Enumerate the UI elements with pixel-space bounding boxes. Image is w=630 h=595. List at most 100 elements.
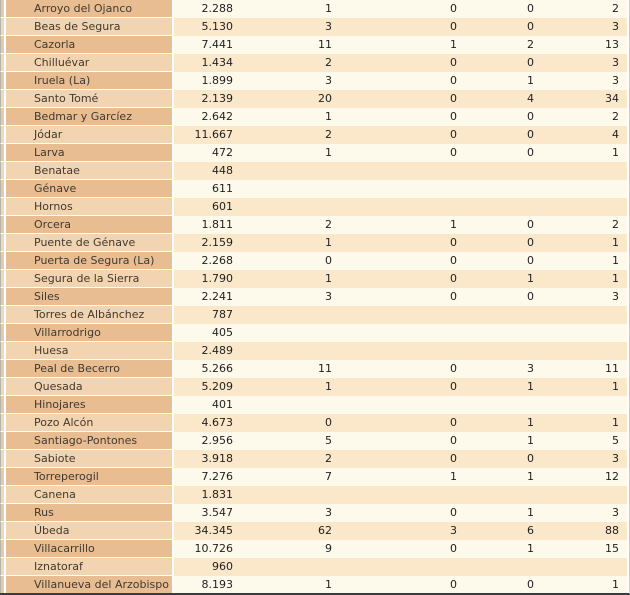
- municipality-name-cell: Villarrodrigo: [6, 324, 174, 342]
- value-cell: 1: [542, 144, 627, 162]
- value-cell: 7.276: [174, 468, 241, 486]
- value-cell: 2.139: [174, 90, 241, 108]
- row-left-gutter: [0, 306, 6, 324]
- table-row: Arroyo del Ojanco 2.288 1 0 0 2: [0, 0, 629, 18]
- value-cell: 3: [340, 522, 465, 540]
- value-cell: 13: [542, 36, 627, 54]
- row-left-gutter: [0, 324, 6, 342]
- row-left-gutter: [0, 162, 6, 180]
- value-cell: 0: [465, 252, 542, 270]
- value-cell: [542, 486, 627, 504]
- value-cell: [241, 558, 340, 576]
- row-left-gutter: [0, 108, 6, 126]
- value-cell: 2: [465, 36, 542, 54]
- table-row: Santiago-Pontones 2.956 5 0 1 5: [0, 432, 629, 450]
- municipality-name-cell: Canena: [6, 486, 174, 504]
- row-left-gutter: [0, 342, 6, 360]
- municipality-name-cell: Rus: [6, 504, 174, 522]
- value-cell: 0: [465, 288, 542, 306]
- table-row: Torres de Albánchez 787: [0, 306, 629, 324]
- value-cell: [241, 396, 340, 414]
- table-row: Jódar 11.667 2 0 0 4: [0, 126, 629, 144]
- row-left-gutter: [0, 0, 6, 18]
- table-row: Huesa 2.489: [0, 342, 629, 360]
- value-cell: 11.667: [174, 126, 241, 144]
- table-row: Chilluévar 1.434 2 0 0 3: [0, 54, 629, 72]
- value-cell: [465, 558, 542, 576]
- value-cell: 0: [340, 432, 465, 450]
- municipality-name-cell: Beas de Segura: [6, 18, 174, 36]
- value-cell: [542, 306, 627, 324]
- value-cell: 3: [241, 288, 340, 306]
- value-cell: 1: [465, 270, 542, 288]
- value-cell: 5.266: [174, 360, 241, 378]
- municipality-name-cell: Huesa: [6, 342, 174, 360]
- value-cell: [542, 558, 627, 576]
- row-left-gutter: [0, 252, 6, 270]
- value-cell: 1: [241, 108, 340, 126]
- value-cell: 0: [340, 360, 465, 378]
- value-cell: 3: [542, 450, 627, 468]
- value-cell: 611: [174, 180, 241, 198]
- value-cell: 11: [542, 360, 627, 378]
- value-cell: 6: [465, 522, 542, 540]
- value-cell: 960: [174, 558, 241, 576]
- value-cell: [465, 180, 542, 198]
- value-cell: 3.547: [174, 504, 241, 522]
- table-row: Puente de Génave 2.159 1 0 0 1: [0, 234, 629, 252]
- row-left-gutter: [0, 90, 6, 108]
- value-cell: 15: [542, 540, 627, 558]
- value-cell: 11: [241, 360, 340, 378]
- value-cell: 3: [542, 72, 627, 90]
- value-cell: 10.726: [174, 540, 241, 558]
- table-row: Quesada 5.209 1 0 1 1: [0, 378, 629, 396]
- value-cell: 1: [241, 234, 340, 252]
- value-cell: 1: [542, 270, 627, 288]
- table-row: Torreperogil 7.276 7 1 1 12: [0, 468, 629, 486]
- row-left-gutter: [0, 576, 6, 593]
- table-row: Iruela (La) 1.899 3 0 1 3: [0, 72, 629, 90]
- value-cell: 1: [465, 414, 542, 432]
- table-row: Siles 2.241 3 0 0 3: [0, 288, 629, 306]
- value-cell: 0: [465, 450, 542, 468]
- row-left-gutter: [0, 126, 6, 144]
- value-cell: 2.956: [174, 432, 241, 450]
- table-row: Bedmar y Garcíez 2.642 1 0 0 2: [0, 108, 629, 126]
- municipality-name-cell: Pozo Alcón: [6, 414, 174, 432]
- row-left-gutter: [0, 558, 6, 576]
- municipality-name-cell: Siles: [6, 288, 174, 306]
- table-row: Hornos 601: [0, 198, 629, 216]
- municipality-name-cell: Iznatoraf: [6, 558, 174, 576]
- value-cell: 3: [241, 72, 340, 90]
- municipality-name-cell: Santo Tomé: [6, 90, 174, 108]
- table-row: Génave 611: [0, 180, 629, 198]
- municipality-name-cell: Úbeda: [6, 522, 174, 540]
- value-cell: 7.441: [174, 36, 241, 54]
- value-cell: [340, 558, 465, 576]
- municipality-name-cell: Chilluévar: [6, 54, 174, 72]
- table-row: Rus 3.547 3 0 1 3: [0, 504, 629, 522]
- table-row: Villacarrillo 10.726 9 0 1 15: [0, 540, 629, 558]
- table-row: Puerta de Segura (La) 2.268 0 0 0 1: [0, 252, 629, 270]
- value-cell: 405: [174, 324, 241, 342]
- value-cell: 0: [340, 288, 465, 306]
- value-cell: [340, 396, 465, 414]
- municipality-name-cell: Villacarrillo: [6, 540, 174, 558]
- table-row: Villanueva del Arzobispo 8.193 1 0 0 1: [0, 576, 629, 593]
- table-row: Pozo Alcón 4.673 0 0 1 1: [0, 414, 629, 432]
- value-cell: 3: [465, 360, 542, 378]
- value-cell: [241, 198, 340, 216]
- value-cell: 11: [241, 36, 340, 54]
- municipality-name-cell: Cazorla: [6, 36, 174, 54]
- municipality-name-cell: Arroyo del Ojanco: [6, 0, 174, 18]
- value-cell: [241, 486, 340, 504]
- row-left-gutter: [0, 270, 6, 288]
- value-cell: [241, 324, 340, 342]
- value-cell: 1: [340, 216, 465, 234]
- value-cell: 3: [241, 504, 340, 522]
- value-cell: 0: [340, 504, 465, 522]
- municipality-name-cell: Bedmar y Garcíez: [6, 108, 174, 126]
- value-cell: 2.642: [174, 108, 241, 126]
- value-cell: 1: [542, 414, 627, 432]
- municipality-name-cell: Quesada: [6, 378, 174, 396]
